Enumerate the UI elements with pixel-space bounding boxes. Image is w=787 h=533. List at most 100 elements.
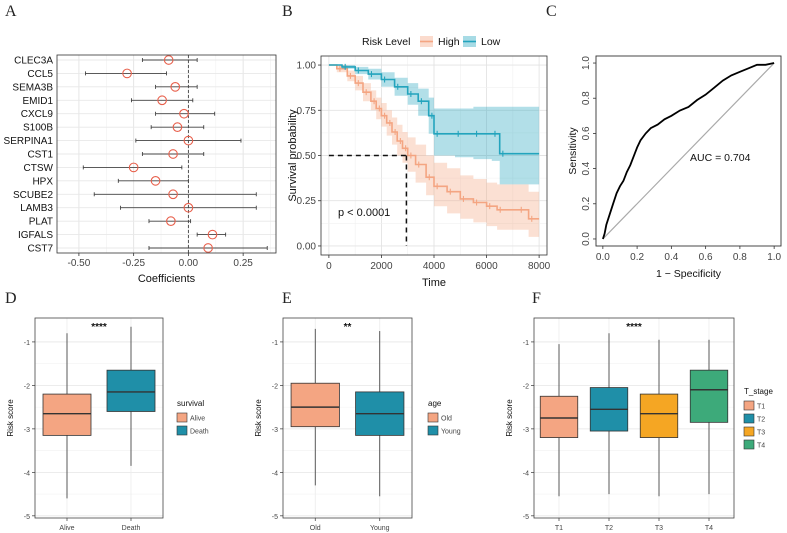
gene-label: CLEC3A [14,56,53,67]
y-tick-label: 0.4 [581,161,592,175]
x-tick-label: 0.8 [733,252,747,263]
coefficient-point [157,95,167,106]
x-tick-label: 0.4 [664,252,678,263]
legend-key [176,412,188,423]
coefficient-point [168,149,178,159]
y-tick-label: 0.0 [581,232,592,246]
y-tick-label: -4 [272,470,278,477]
x-tick-label: T1 [555,525,563,532]
km-curve-panel: p < 0.0001 0 2000 4000 6000 8000 0.00 0.25 0.50 0… [287,36,551,289]
panel-letter-e: E [282,290,292,307]
y-tick-label: 1.00 [297,61,317,72]
y-tick-label: -5 [24,514,30,521]
tstage-boxplot-panel: T1 T2 T3 T4 -1 -2 -3 -4 -5 Risk score **** T_stage T… [505,317,773,532]
roc-curve-panel: AUC = 0.704 0.0 0.2 0.4 0.6 0.8 1.0 0.0 0.2 0.4 0.… [567,55,782,280]
coefficient-point [170,82,181,92]
x-tick-label: 0.00 [179,258,199,269]
plot-border [595,55,782,247]
box [106,369,156,412]
x-tick-label: 4000 [423,261,446,272]
x-tick-label: 1.0 [767,252,781,263]
legend-key [743,426,755,437]
coefficient-point [183,135,194,146]
y-tick-label: -1 [523,340,529,347]
gene-label: SCUBE2 [13,190,53,201]
gene-label: LAMB3 [20,203,53,214]
x-tick-label: 6000 [475,261,498,272]
y-tick-label: 0.25 [297,196,317,207]
y-tick-label: -2 [24,383,30,390]
legend-title: age [428,399,442,408]
significance-label: ** [344,322,352,333]
y-tick-label: 0.75 [297,106,317,117]
legend-key [427,425,439,436]
panel-letter-d: D [5,290,17,307]
legend-key [427,412,439,423]
x-tick-label: 8000 [528,261,551,272]
legend-label: Alive [190,416,205,423]
gene-label: SEMA3B [12,82,53,93]
panel-letter-c: C [546,3,557,20]
legend-label: T2 [757,417,765,424]
plot-border [533,317,735,519]
coefficient-point [163,55,174,65]
y-tick-label: 0.8 [581,91,592,105]
gene-label: CST7 [27,244,53,255]
x-tick-label: T3 [655,525,663,532]
survival-boxplot-panel: Alive Death -1 -2 -3 -4 -5 Risk score **** surviv… [6,317,209,532]
x-tick-label: -0.25 [122,258,145,269]
box [639,393,679,438]
x-tick-label: 0.0 [596,252,610,263]
y-tick-label: 0.2 [581,196,592,210]
legend-label: T1 [757,404,765,411]
y-tick-label: 1.0 [581,56,592,70]
legend-label-high: High [438,36,460,48]
gene-label: EMID1 [22,96,53,107]
x-axis-title: Coefficients [138,273,196,285]
panel-letter-a: A [5,3,17,20]
gene-label: CST1 [27,150,53,161]
y-tick-label: -5 [523,514,529,521]
gene-label: S100B [23,123,53,134]
gene-label: CTSW [24,163,54,174]
legend-key [743,413,755,424]
y-tick-label: -3 [523,427,529,434]
y-tick-label: -3 [272,427,278,434]
plot-border [56,54,277,254]
x-tick-label: 0.6 [699,252,713,263]
x-tick-label: 0.25 [233,258,253,269]
p-value-annotation: p < 0.0001 [338,207,390,219]
legend-title: Risk Level [362,36,410,48]
box [290,382,340,428]
x-tick-label: Alive [59,525,74,532]
legend-label-low: Low [481,36,501,48]
gene-label: IGFALS [18,230,53,241]
panel-letter-f: F [532,290,541,307]
significance-label: **** [91,322,107,333]
plot-border [282,317,413,519]
x-axis-title: 1 − Specificity [656,268,722,280]
box [539,395,579,438]
y-tick-label: -2 [272,383,278,390]
y-tick-label: 0.00 [297,241,317,252]
legend-key [176,425,188,436]
legend-label: T4 [757,443,765,450]
x-tick-label: -0.50 [68,258,91,269]
y-tick-label: 0.6 [581,126,592,140]
y-tick-label: -4 [523,470,529,477]
x-tick-label: T4 [705,525,713,532]
coefficient-point [150,176,161,186]
gene-label: HPX [32,176,53,187]
legend-label: Death [190,429,209,436]
x-tick-label: Old [310,525,321,532]
panel-letter-b: B [282,3,293,20]
coefficient-point [207,229,218,240]
y-tick-label: -1 [24,340,30,347]
plot-border [34,317,164,519]
coefficient-point [168,189,178,200]
box [689,369,729,423]
y-tick-label: 0.50 [297,151,317,162]
survival-curve-low [328,64,540,155]
legend-title: T_stage [744,387,773,396]
